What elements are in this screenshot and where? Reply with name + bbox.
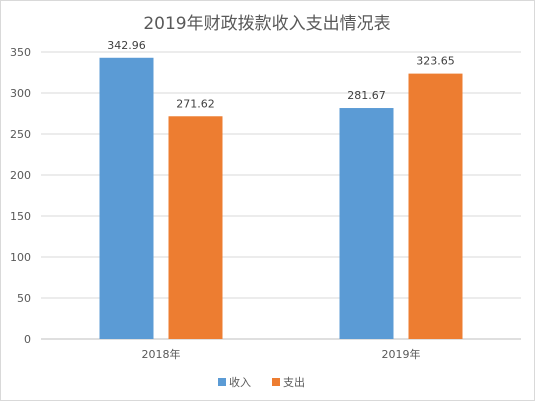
data-label: 342.96 [107, 39, 146, 52]
y-tick-label: 100 [10, 251, 31, 264]
y-tick-label: 0 [24, 333, 31, 346]
legend-label: 收入 [229, 375, 251, 389]
y-axis-ticks: 0 50 100 150 200 250 300 350 [10, 46, 31, 346]
bar-income-1 [339, 108, 394, 339]
bar-expense-1 [408, 73, 463, 340]
y-tick-label: 250 [10, 128, 31, 141]
x-tick-label: 2018年 [142, 347, 181, 361]
data-label: 323.65 [416, 55, 455, 68]
bar-income-0 [99, 57, 154, 340]
data-label: 271.62 [176, 97, 215, 110]
y-tick-label: 150 [10, 210, 31, 223]
y-tick-label: 350 [10, 46, 31, 59]
legend-swatch [218, 378, 226, 386]
bar-expense-0 [168, 116, 223, 339]
legend: 收入 支出 [218, 375, 305, 389]
bars: 342.96 271.62 281.67 323.65 [99, 39, 463, 340]
legend-label: 支出 [283, 375, 305, 389]
data-label: 281.67 [347, 89, 386, 102]
x-tick-label: 2019年 [382, 347, 421, 361]
y-tick-label: 50 [17, 292, 31, 305]
y-tick-label: 200 [10, 169, 31, 182]
y-tick-label: 300 [10, 87, 31, 100]
x-axis-ticks: 2018年 2019年 [142, 347, 421, 361]
chart-title: 2019年财政拨款收入支出情况表 [143, 14, 390, 34]
legend-swatch [272, 378, 280, 386]
